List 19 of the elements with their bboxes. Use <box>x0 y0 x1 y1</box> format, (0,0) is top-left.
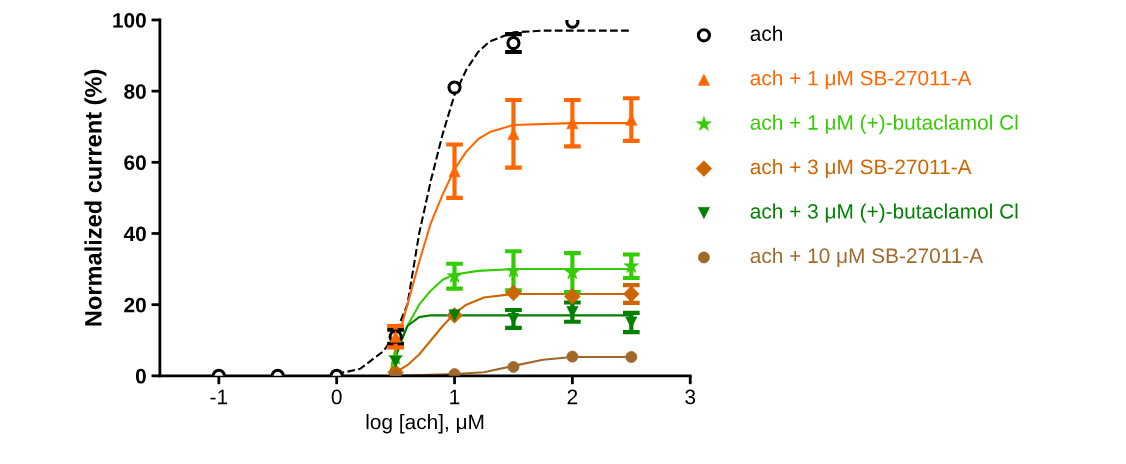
y-tick-label: 40 <box>123 226 146 242</box>
legend-label: ach + 1 μM (+)-butaclamol Cl <box>750 114 1018 134</box>
legend-label: ach <box>750 25 782 42</box>
y-axis-title: Normalized current (%) <box>84 69 107 326</box>
legend-label: ach + 3 μM (+)-butaclamol Cl <box>750 203 1018 223</box>
y-tick-label: 80 <box>124 84 146 99</box>
legend-label: ach + 3 μM SB-27011-A <box>750 158 972 179</box>
legend-label: ach + 1 μM SB-27011-A <box>750 70 972 90</box>
y-tick-label: 100 <box>113 12 146 28</box>
x-tick-label: -1 <box>210 389 228 405</box>
y-tick-label: 0 <box>135 368 146 384</box>
x-axis-title: log [ach], μM <box>366 414 484 434</box>
x-tick-label: 1 <box>450 389 460 405</box>
y-tick-label: 20 <box>124 297 146 313</box>
x-tick-label: 2 <box>567 389 578 405</box>
legend-label: ach + 10 μM SB-27011-A <box>750 247 984 267</box>
x-tick-label: 0 <box>331 389 342 405</box>
y-tick-label: 60 <box>124 155 146 171</box>
x-tick-label: 3 <box>685 389 696 405</box>
